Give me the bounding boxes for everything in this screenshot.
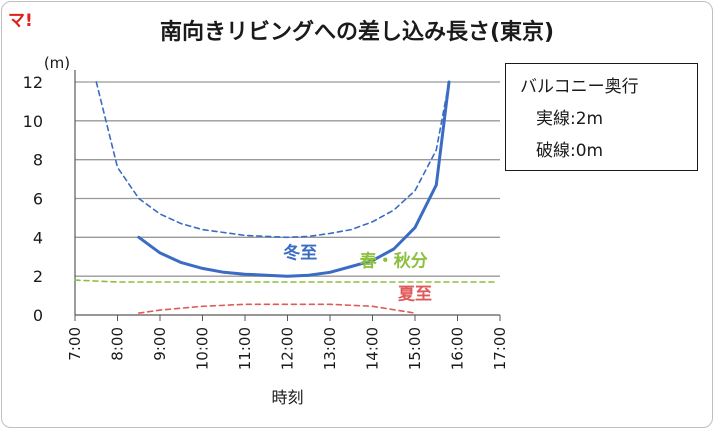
legend-dashed-line: 破線:0m [536,141,604,161]
x-tick-label-1600: 16:00 [449,327,467,370]
y-tick-label-12: 12 [23,73,43,92]
annotation-2: 夏至 [398,284,432,304]
x-tick-label-1400: 14:00 [364,327,382,370]
x-axis-label: 時刻 [271,388,303,407]
y-tick-label-4: 4 [33,228,43,247]
y-tick-label-10: 10 [23,112,43,131]
series-line-1 [95,81,450,239]
chart-title: 南向きリビングへの差し込み長さ(東京) [159,20,555,45]
y-tick-label-8: 8 [33,151,43,170]
series-line-0 [137,80,451,278]
x-tick-label-1000: 10:00 [194,327,212,370]
y-axis-label: (m) [44,54,70,72]
x-tick-label-800: 8:00 [109,327,127,361]
x-tick-label-1700: 17:00 [491,327,509,370]
x-tick-label-1500: 15:00 [406,327,424,370]
brand-logo: マ! [8,11,33,31]
x-tick-label-700: 7:00 [66,327,84,361]
y-tick-label-2: 2 [33,267,43,286]
annotation-0: 冬至 [283,243,317,264]
x-tick-label-1200: 12:00 [279,327,297,370]
series-line-3 [138,303,416,314]
x-tick-label-1100: 11:00 [236,327,254,370]
y-tick-label-0: 0 [33,306,43,325]
x-tick-label-1300: 13:00 [321,327,339,370]
series-line-2 [74,279,497,283]
legend-box: バルコニー奥行 実線:2m 破線:0m [505,63,698,171]
annotation-1: 春・秋分 [360,250,428,271]
legend-solid-line: 実線:2m [536,109,604,129]
y-tick-label-6: 6 [33,190,43,209]
legend-title: バルコニー奥行 [520,77,639,97]
x-tick-label-900: 9:00 [151,327,169,361]
